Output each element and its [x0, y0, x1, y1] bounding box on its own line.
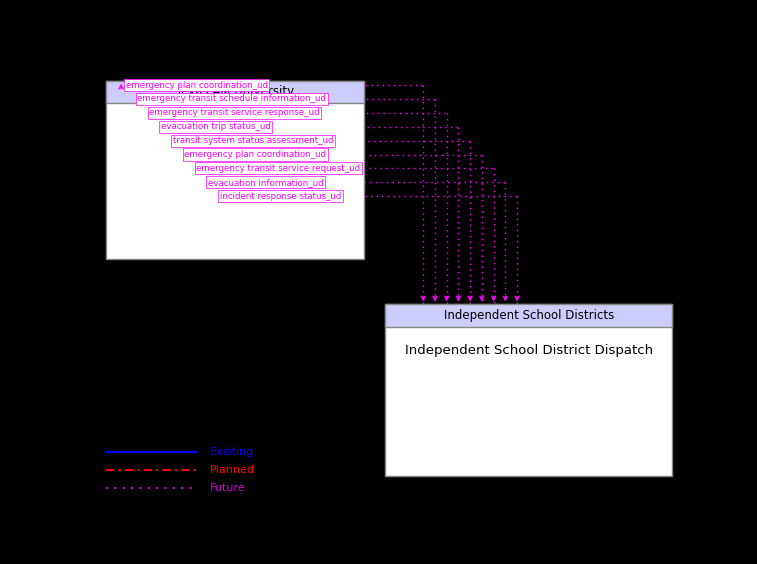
Text: emergency transit service request_ud: emergency transit service request_ud — [196, 164, 360, 173]
Text: Planned: Planned — [210, 465, 255, 475]
Text: Independent School District Dispatch: Independent School District Dispatch — [405, 344, 653, 358]
Text: emergency transit schedule information_ud: emergency transit schedule information_u… — [138, 94, 326, 103]
Text: Independent School Districts: Independent School Districts — [444, 309, 614, 322]
Text: transit system status assessment_ud: transit system status assessment_ud — [173, 136, 333, 145]
Text: Existing: Existing — [210, 447, 254, 457]
Text: evacuation information_ud: evacuation information_ud — [208, 178, 323, 187]
Text: evacuation trip status_ud: evacuation trip status_ud — [161, 122, 271, 131]
Text: emergency plan coordination_ud: emergency plan coordination_ud — [185, 150, 326, 159]
Text: incident response status_ud: incident response status_ud — [220, 192, 341, 201]
FancyBboxPatch shape — [106, 81, 365, 259]
Text: TAMU EOC: TAMU EOC — [201, 121, 270, 134]
Text: Future: Future — [210, 483, 246, 494]
Text: Texas AM University: Texas AM University — [176, 86, 294, 99]
FancyBboxPatch shape — [385, 305, 672, 327]
Text: emergency plan coordination_ud: emergency plan coordination_ud — [126, 81, 268, 90]
FancyBboxPatch shape — [385, 305, 672, 476]
FancyBboxPatch shape — [106, 81, 365, 103]
Text: emergency transit service response_ud: emergency transit service response_ud — [149, 108, 319, 117]
